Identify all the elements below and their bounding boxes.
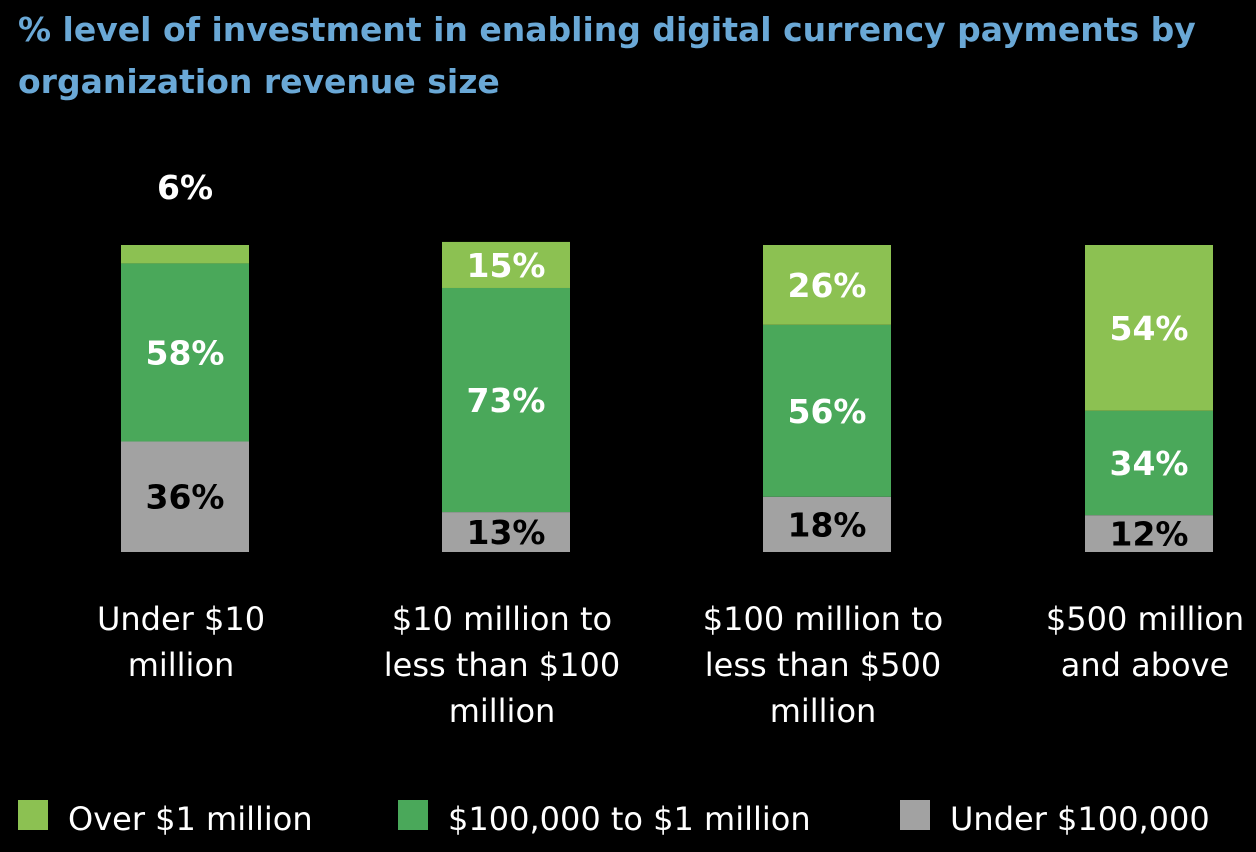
legend-label: Over $1 million	[68, 800, 313, 838]
category-label: Under $10	[97, 600, 265, 638]
bar-segment	[121, 245, 249, 264]
bar-segment	[763, 245, 891, 325]
category-label: million	[770, 692, 877, 730]
legend: Over $1 million $100,000 to $1 million Und…	[18, 800, 1210, 838]
chart-title: % level of investment in enabling digita…	[18, 10, 1196, 101]
bar-segment	[442, 512, 570, 552]
category-label: $10 million to	[392, 600, 612, 638]
segment-value-label: 54%	[1110, 309, 1189, 348]
bar-segment	[1085, 410, 1213, 516]
category-label: $500 million	[1046, 600, 1244, 638]
category-label: $100 million to	[703, 600, 944, 638]
legend-label: Under $100,000	[950, 800, 1210, 838]
segment-value-label: 73%	[467, 381, 546, 420]
segment-value-label: 15%	[467, 246, 546, 285]
category-label: less than $100	[384, 646, 620, 684]
segment-value-label: 13%	[467, 513, 546, 552]
bar-segment	[1085, 245, 1213, 411]
category-label: and above	[1061, 646, 1230, 684]
segment-value-label: 6%	[157, 168, 213, 207]
bar-segment	[763, 496, 891, 552]
segment-value-label: 34%	[1110, 444, 1189, 483]
segment-value-label: 36%	[146, 478, 225, 517]
bars-group	[121, 241, 1213, 552]
segment-value-label: 26%	[788, 266, 867, 305]
category-label: million	[128, 646, 235, 684]
bar-segment	[121, 263, 249, 442]
legend-swatch	[18, 800, 48, 830]
segment-value-label: 58%	[146, 333, 225, 372]
segment-value-label: 12%	[1110, 515, 1189, 554]
bar-segment	[442, 241, 570, 288]
category-label: less than $500	[705, 646, 941, 684]
bar-segment	[442, 287, 570, 513]
legend-swatch	[398, 800, 428, 830]
segment-value-label: 18%	[788, 505, 867, 544]
category-label: million	[449, 692, 556, 730]
legend-label: $100,000 to $1 million	[448, 800, 811, 838]
bar-segment	[121, 441, 249, 552]
segment-labels-group: 36% 58% 6% 13% 73% 15% 18% 56% 26% 12% 34% 54%	[146, 168, 1189, 554]
segment-value-label: 56%	[788, 392, 867, 431]
bar-segment	[1085, 515, 1213, 552]
legend-swatch	[900, 800, 930, 830]
category-labels-group: Under $10 million $10 million to less than …	[97, 600, 1244, 730]
bar-segment	[763, 324, 891, 497]
